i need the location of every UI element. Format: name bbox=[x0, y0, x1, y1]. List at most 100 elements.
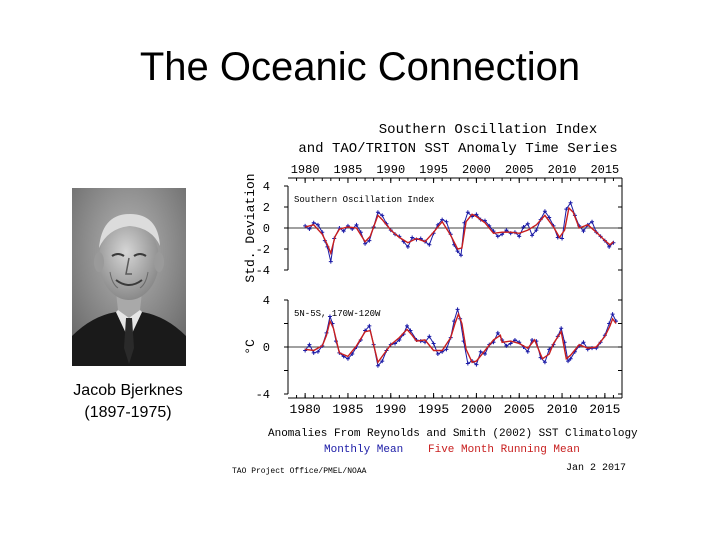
photo-caption: Jacob Bjerknes (1897-1975) bbox=[58, 380, 198, 424]
y-tick-label: -2 bbox=[256, 243, 270, 257]
series-running-mean bbox=[305, 312, 617, 364]
data-point bbox=[559, 326, 564, 331]
y-tick-label: -4 bbox=[256, 264, 270, 278]
y-tick-label: -4 bbox=[256, 388, 270, 402]
data-point bbox=[478, 349, 483, 354]
data-point bbox=[517, 234, 522, 239]
data-point bbox=[350, 352, 355, 357]
data-point bbox=[315, 222, 320, 227]
data-point bbox=[327, 314, 332, 319]
bottom-x-tick-label: 1990 bbox=[375, 402, 406, 417]
y-axis-label: Std. Deviation bbox=[243, 173, 258, 282]
data-point bbox=[397, 337, 402, 342]
data-point bbox=[508, 341, 513, 346]
portrait-photo bbox=[72, 188, 186, 366]
series-running-mean bbox=[304, 206, 614, 256]
data-point bbox=[354, 222, 359, 227]
data-point bbox=[380, 213, 385, 218]
data-point bbox=[525, 221, 530, 226]
data-point bbox=[504, 343, 509, 348]
bottom-x-tick-label: 2015 bbox=[589, 402, 620, 417]
top-x-tick-label: 1980 bbox=[291, 163, 320, 177]
top-x-tick-label: 2005 bbox=[505, 163, 534, 177]
y-tick-label: 0 bbox=[263, 341, 270, 355]
data-point bbox=[367, 238, 372, 243]
data-point bbox=[307, 342, 312, 347]
y-tick-label: 4 bbox=[263, 180, 270, 194]
data-point bbox=[530, 233, 535, 238]
data-point bbox=[581, 229, 586, 234]
data-point bbox=[512, 337, 517, 342]
data-point bbox=[607, 244, 612, 249]
data-point bbox=[367, 323, 372, 328]
data-point bbox=[465, 210, 470, 215]
data-point bbox=[566, 359, 571, 364]
series-line bbox=[304, 206, 614, 256]
data-point bbox=[530, 337, 535, 342]
data-point bbox=[547, 215, 552, 220]
data-point bbox=[495, 234, 500, 239]
data-point bbox=[465, 361, 470, 366]
data-point bbox=[311, 350, 316, 355]
anomalies-note: Anomalies From Reynolds and Smith (2002)… bbox=[268, 428, 638, 440]
date-text: Jan 2 2017 bbox=[566, 463, 626, 474]
person-name: Jacob Bjerknes bbox=[73, 382, 183, 399]
person-years: (1897-1975) bbox=[84, 404, 172, 421]
top-x-tick-label: 2015 bbox=[590, 163, 619, 177]
credit-text: TAO Project Office/PMEL/NOAA bbox=[232, 467, 367, 476]
panel-sst: -4 0 4 °C 5N-5S, 170W-120W bbox=[243, 294, 622, 402]
data-point bbox=[405, 244, 410, 249]
data-point bbox=[380, 359, 385, 364]
data-point bbox=[341, 229, 346, 234]
data-point bbox=[500, 232, 505, 237]
panel-soi: -4 -2 0 2 4 Std. Deviation Southern Oscillatio… bbox=[243, 173, 622, 283]
data-point bbox=[455, 249, 460, 254]
series-line bbox=[305, 312, 617, 364]
data-point bbox=[458, 253, 463, 258]
y-tick-label: 4 bbox=[263, 294, 270, 308]
top-x-tick-label: 1990 bbox=[376, 163, 405, 177]
data-point bbox=[375, 210, 380, 215]
chart-title-line2: and TAO/TRITON SST Anomaly Time Series bbox=[298, 141, 617, 157]
data-point bbox=[435, 352, 440, 357]
y-tick-label: 2 bbox=[263, 201, 270, 215]
data-point bbox=[315, 349, 320, 354]
data-point bbox=[393, 341, 398, 346]
data-point bbox=[534, 228, 539, 233]
panel-label: 5N-5S, 170W-120W bbox=[294, 309, 381, 319]
data-point bbox=[410, 235, 415, 240]
data-point bbox=[581, 340, 586, 345]
data-point bbox=[542, 360, 547, 365]
data-point bbox=[482, 352, 487, 357]
top-x-tick-label: 1985 bbox=[334, 163, 363, 177]
data-point bbox=[427, 242, 432, 247]
legend-monthly-mean: Monthly Mean bbox=[324, 444, 403, 456]
data-point bbox=[375, 363, 380, 368]
data-point bbox=[431, 341, 436, 346]
bottom-x-tick-label: 1995 bbox=[418, 402, 449, 417]
bottom-x-tick-label: 2005 bbox=[504, 402, 535, 417]
data-point bbox=[568, 200, 573, 205]
data-point bbox=[610, 312, 615, 317]
data-point bbox=[444, 219, 449, 224]
series-line bbox=[304, 201, 614, 262]
legend-running-mean: Five Month Running Mean bbox=[428, 444, 580, 456]
top-x-tick-label: 2000 bbox=[462, 163, 491, 177]
data-point bbox=[564, 207, 569, 212]
data-point bbox=[444, 347, 449, 352]
data-point bbox=[345, 356, 350, 361]
bottom-x-tick-label: 2010 bbox=[546, 402, 577, 417]
data-point bbox=[405, 323, 410, 328]
data-point bbox=[307, 227, 312, 232]
data-point bbox=[328, 259, 333, 264]
data-point bbox=[495, 330, 500, 335]
slide-title: The Oceanic Connection bbox=[139, 45, 581, 89]
data-point bbox=[303, 223, 308, 228]
data-point bbox=[455, 307, 460, 312]
top-x-tick-label: 1995 bbox=[419, 163, 448, 177]
data-point bbox=[525, 349, 530, 354]
y-axis-label: °C bbox=[243, 339, 258, 355]
data-point bbox=[474, 212, 479, 217]
data-point bbox=[590, 219, 595, 224]
data-point bbox=[408, 328, 413, 333]
